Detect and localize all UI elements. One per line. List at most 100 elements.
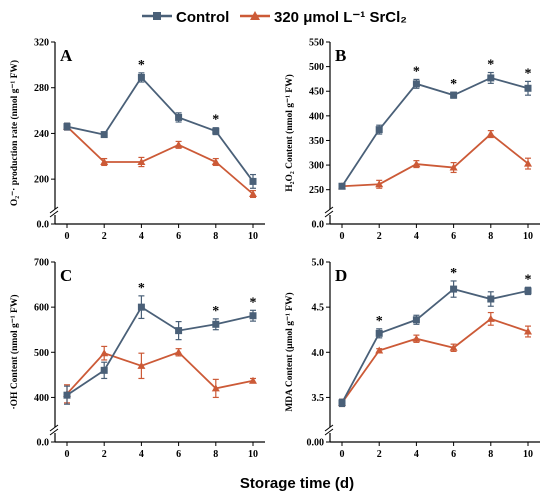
- y-tick-label: 700: [34, 258, 49, 269]
- axis-break-mark: [49, 210, 59, 218]
- x-tick-label: 10: [248, 231, 258, 242]
- data-point: [449, 343, 458, 351]
- series-srcl2: [338, 311, 532, 408]
- data-point: [375, 126, 383, 134]
- y-tick-label: 5.0: [312, 258, 325, 269]
- data-point: [137, 158, 146, 165]
- axis-break-mark: [49, 424, 59, 432]
- legend: Control 320 μmol L⁻¹ SrCl₂: [142, 9, 407, 26]
- axis-break-mark: [49, 206, 59, 214]
- y-tick-label: 0.0: [312, 220, 325, 231]
- y-axis-title: H₂O₂ Content (nmol g⁻¹ FW): [284, 74, 295, 192]
- axis-break-mark: [324, 210, 334, 218]
- y-tick-label: 280: [34, 83, 49, 94]
- panel-a: 0.0 200 240 280 320 0 2 4 6 8 10 O₂⁻· production ra…: [9, 38, 265, 242]
- y-tick-label: 3.5: [312, 393, 325, 404]
- x-axis-title: Storage time (d): [240, 475, 354, 492]
- x-tick-label: 4: [414, 449, 419, 460]
- data-point: [487, 74, 495, 82]
- x-tick-label: 2: [377, 449, 382, 460]
- significance-star: *: [212, 304, 219, 319]
- data-point: [100, 131, 108, 139]
- significance-star: *: [487, 58, 494, 73]
- panel-letter: A: [60, 46, 73, 65]
- series-line: [66, 75, 254, 182]
- series-control: [338, 280, 532, 408]
- data-point: [249, 177, 257, 185]
- data-point: [175, 327, 183, 335]
- y-tick-label: 400: [34, 393, 49, 404]
- significance-star: *: [450, 266, 457, 281]
- y-tick-label: 0.0: [37, 438, 50, 449]
- data-point: [412, 316, 420, 324]
- series-line: [66, 305, 254, 396]
- panel-letter: B: [335, 46, 346, 65]
- panel-letter: C: [60, 266, 72, 285]
- y-tick-label: 240: [34, 129, 49, 140]
- data-point: [174, 348, 183, 356]
- axis-break-gap: [324, 427, 336, 433]
- x-tick-label: 0: [340, 231, 345, 242]
- x-tick-label: 10: [248, 449, 258, 460]
- y-tick-label: 0.00: [307, 438, 325, 449]
- series-line: [341, 132, 529, 188]
- data-point: [449, 163, 458, 171]
- legend-item-srcl2: 320 μmol L⁻¹ SrCl₂: [240, 9, 407, 26]
- panel-b: 0.0 250 300 350 400 450 500 550 0 2 4 6 8 10 H₂O₂ Cont…: [284, 38, 540, 242]
- legend-srcl2-label: 320 μmol L⁻¹ SrCl₂: [274, 9, 407, 26]
- x-tick-label: 6: [451, 449, 456, 460]
- y-tick-label: 250: [309, 185, 324, 196]
- y-tick-label: 600: [34, 303, 49, 314]
- series-srcl2: [63, 345, 257, 404]
- data-point: [212, 320, 220, 328]
- x-tick-label: 4: [139, 449, 144, 460]
- significance-star: *: [212, 113, 219, 128]
- y-tick-label: 200: [34, 175, 49, 186]
- series-srcl2: [63, 122, 257, 199]
- legend-item-control: Control: [142, 9, 229, 26]
- axis-break-gap: [324, 209, 336, 215]
- panel-c: 0.0 400 500 600 700 0 2 4 6 8 10 ·OH Content (nmol …: [9, 258, 265, 460]
- series-line: [341, 317, 529, 404]
- x-tick-label: 10: [523, 449, 533, 460]
- axis-break-gap: [49, 209, 61, 215]
- x-tick-label: 8: [213, 231, 218, 242]
- series-line: [66, 351, 254, 395]
- y-tick-label: 300: [309, 161, 324, 172]
- x-tick-label: 2: [377, 231, 382, 242]
- data-point: [375, 180, 384, 188]
- data-point: [524, 159, 532, 167]
- x-tick-label: 0: [340, 449, 345, 460]
- y-tick-label: 400: [309, 111, 324, 122]
- y-tick-label: 500: [309, 62, 324, 73]
- x-tick-label: 2: [102, 231, 107, 242]
- y-axis-title: ·OH Content (nmol g⁻¹ FW): [9, 295, 20, 410]
- y-tick-label: 450: [309, 87, 324, 98]
- significance-star: *: [250, 295, 257, 310]
- data-point: [338, 182, 346, 190]
- x-tick-label: 4: [139, 231, 144, 242]
- data-point: [100, 366, 108, 374]
- data-point: [486, 130, 495, 138]
- data-point: [450, 285, 458, 293]
- x-tick-label: 0: [65, 231, 70, 242]
- data-point: [524, 287, 532, 295]
- data-point: [375, 329, 383, 337]
- y-tick-label: 0.0: [37, 220, 50, 231]
- x-tick-label: 4: [414, 231, 419, 242]
- x-tick-label: 6: [176, 231, 181, 242]
- data-point: [63, 123, 71, 131]
- data-point: [63, 391, 71, 399]
- data-point: [412, 334, 421, 342]
- series-line: [341, 288, 529, 404]
- series-control: [63, 295, 257, 405]
- data-point: [174, 140, 183, 148]
- axis-break-gap: [49, 427, 61, 433]
- significance-star: *: [413, 64, 420, 79]
- data-point: [175, 113, 183, 121]
- x-tick-label: 8: [213, 449, 218, 460]
- x-tick-label: 6: [451, 231, 456, 242]
- x-tick-label: 8: [488, 449, 493, 460]
- significance-star: *: [525, 66, 532, 81]
